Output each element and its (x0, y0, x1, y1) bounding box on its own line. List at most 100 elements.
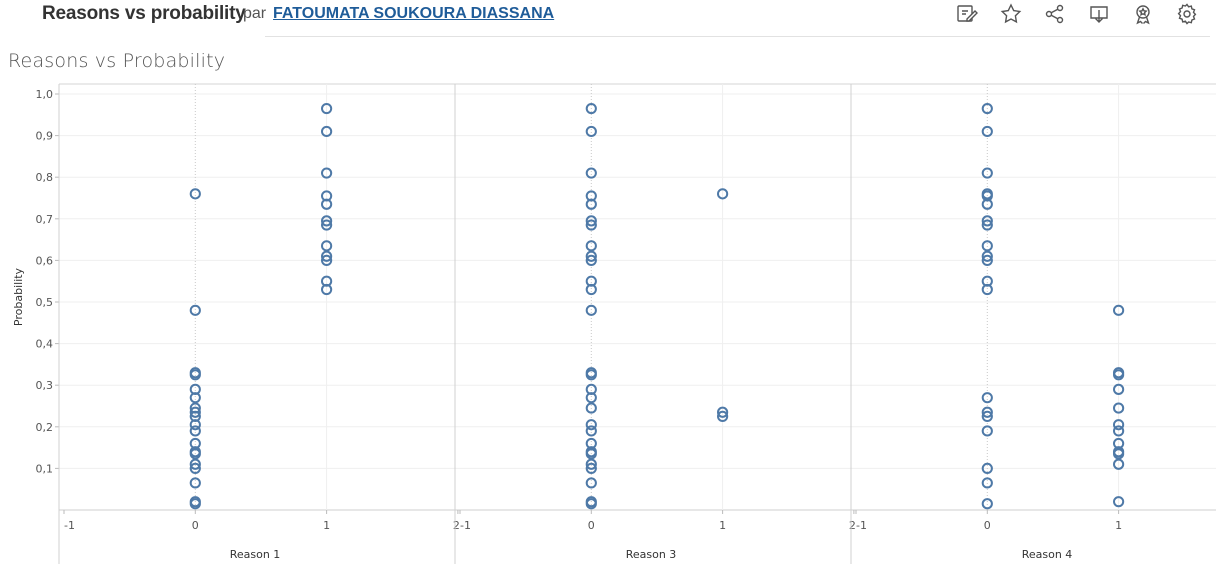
data-point[interactable] (1113, 425, 1125, 437)
data-point[interactable] (189, 188, 201, 200)
star-icon[interactable] (999, 2, 1023, 26)
settings-icon[interactable] (1175, 2, 1199, 26)
x-axis-title: Reason 1 (230, 548, 281, 561)
data-point[interactable] (189, 392, 201, 404)
data-point[interactable] (981, 498, 993, 510)
data-point[interactable] (981, 392, 993, 404)
x-tick-label: -1 (460, 519, 471, 532)
data-point[interactable] (189, 425, 201, 437)
data-point[interactable] (321, 219, 333, 231)
y-tick-label: 0,7 (36, 213, 54, 226)
data-point[interactable] (189, 458, 201, 470)
y-tick-label: 0,8 (36, 171, 54, 184)
badge-icon[interactable] (1131, 2, 1155, 26)
data-point[interactable] (981, 410, 993, 422)
x-tick-label: 2 (849, 519, 856, 532)
data-point[interactable] (585, 219, 597, 231)
data-point[interactable] (981, 167, 993, 179)
x-tick-label: 0 (192, 519, 199, 532)
data-point[interactable] (1113, 304, 1125, 316)
y-tick-label: 0,6 (36, 254, 54, 267)
data-point[interactable] (981, 425, 993, 437)
edit-icon[interactable] (955, 2, 979, 26)
viz-title: Reasons vs probability (42, 3, 246, 24)
data-point[interactable] (585, 419, 597, 431)
data-point[interactable] (189, 419, 201, 431)
data-point[interactable] (585, 304, 597, 316)
data-point[interactable] (585, 448, 597, 460)
data-point[interactable] (981, 198, 993, 210)
author-link[interactable]: FATOUMATA SOUKOURA DIASSANA (273, 5, 555, 22)
x-axis-title: Reason 4 (1022, 548, 1073, 561)
header-divider (265, 36, 1210, 37)
data-point[interactable] (981, 125, 993, 138)
data-point[interactable] (1113, 448, 1125, 460)
x-tick-label: 0 (588, 519, 595, 532)
data-point[interactable] (1113, 419, 1125, 431)
data-point[interactable] (585, 498, 597, 510)
data-point[interactable] (585, 369, 597, 381)
by-label: par (243, 5, 267, 22)
y-tick-label: 0,5 (36, 296, 54, 309)
y-tick-label: 0,4 (36, 338, 54, 351)
data-point[interactable] (585, 477, 597, 489)
data-point[interactable] (321, 125, 333, 138)
data-point[interactable] (585, 425, 597, 437)
data-point[interactable] (585, 240, 597, 252)
y-tick-label: 0,9 (36, 130, 54, 143)
data-point[interactable] (189, 369, 201, 381)
data-point[interactable] (717, 406, 729, 418)
data-point[interactable] (1113, 496, 1125, 508)
data-point[interactable] (981, 102, 993, 115)
data-point[interactable] (585, 167, 597, 179)
data-point[interactable] (981, 254, 993, 266)
data-point[interactable] (1113, 458, 1125, 470)
sheet-title: Reasons vs Probability (8, 50, 226, 72)
download-icon[interactable] (1087, 2, 1111, 26)
data-point[interactable] (189, 304, 201, 316)
data-point[interactable] (1113, 369, 1125, 381)
data-point[interactable] (1113, 402, 1125, 414)
data-point[interactable] (321, 250, 333, 262)
share-icon[interactable] (1043, 2, 1067, 26)
data-point[interactable] (585, 198, 597, 210)
data-point[interactable] (717, 188, 729, 200)
data-point[interactable] (981, 406, 993, 418)
data-point[interactable] (585, 250, 597, 262)
x-tick-label: -1 (64, 519, 75, 532)
data-point[interactable] (1113, 383, 1125, 395)
data-point[interactable] (585, 215, 597, 227)
data-point[interactable] (981, 240, 993, 252)
data-point[interactable] (981, 219, 993, 231)
data-point[interactable] (585, 125, 597, 138)
data-point[interactable] (981, 250, 993, 262)
data-point[interactable] (321, 240, 333, 252)
data-point[interactable] (321, 215, 333, 227)
data-point[interactable] (321, 102, 333, 115)
data-point[interactable] (189, 448, 201, 460)
data-point[interactable] (585, 458, 597, 470)
header-bar: Reasons vs probability par FATOUMATA SOU… (0, 0, 1216, 36)
data-point[interactable] (585, 102, 597, 115)
data-point[interactable] (321, 198, 333, 210)
data-point[interactable] (321, 283, 333, 296)
x-axis-title: Reason 3 (626, 548, 677, 561)
data-point[interactable] (189, 462, 201, 474)
data-point[interactable] (189, 477, 201, 489)
data-point[interactable] (189, 498, 201, 510)
data-point[interactable] (981, 462, 993, 474)
data-point[interactable] (321, 167, 333, 179)
data-point[interactable] (585, 462, 597, 474)
data-point[interactable] (981, 477, 993, 489)
data-point[interactable] (981, 215, 993, 227)
data-point[interactable] (585, 392, 597, 404)
data-point[interactable] (981, 283, 993, 296)
data-point[interactable] (585, 283, 597, 296)
data-point[interactable] (585, 254, 597, 266)
y-tick-label: 0,2 (36, 421, 54, 434)
data-point[interactable] (189, 406, 201, 418)
data-point[interactable] (717, 410, 729, 422)
data-point[interactable] (321, 254, 333, 266)
data-point[interactable] (585, 402, 597, 414)
